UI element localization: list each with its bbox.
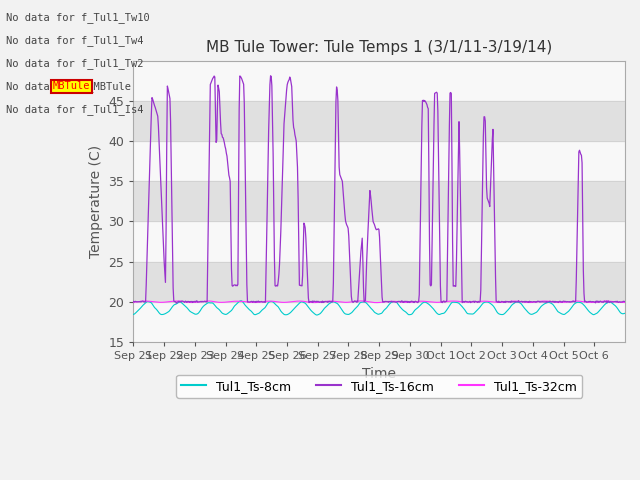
Bar — [133, 262, 625, 302]
X-axis label: Time: Time — [362, 367, 396, 381]
Text: No data for f_MBTule: No data for f_MBTule — [6, 81, 131, 92]
Y-axis label: Temperature (C): Temperature (C) — [89, 144, 103, 258]
Text: No data for f_Tul1_Tw2: No data for f_Tul1_Tw2 — [6, 58, 144, 69]
Bar — [133, 101, 625, 141]
Text: No data for f_Tul1_Tw4: No data for f_Tul1_Tw4 — [6, 35, 144, 46]
Title: MB Tule Tower: Tule Temps 1 (3/1/11-3/19/14): MB Tule Tower: Tule Temps 1 (3/1/11-3/19… — [206, 40, 552, 55]
Text: No data for f_Tul1_Tw10: No data for f_Tul1_Tw10 — [6, 12, 150, 23]
Bar — [133, 181, 625, 221]
Text: No data for f_Tul1_Is4: No data for f_Tul1_Is4 — [6, 104, 144, 115]
Text: MBTule: MBTule — [52, 81, 90, 91]
Legend: Tul1_Ts-8cm, Tul1_Ts-16cm, Tul1_Ts-32cm: Tul1_Ts-8cm, Tul1_Ts-16cm, Tul1_Ts-32cm — [176, 374, 582, 397]
